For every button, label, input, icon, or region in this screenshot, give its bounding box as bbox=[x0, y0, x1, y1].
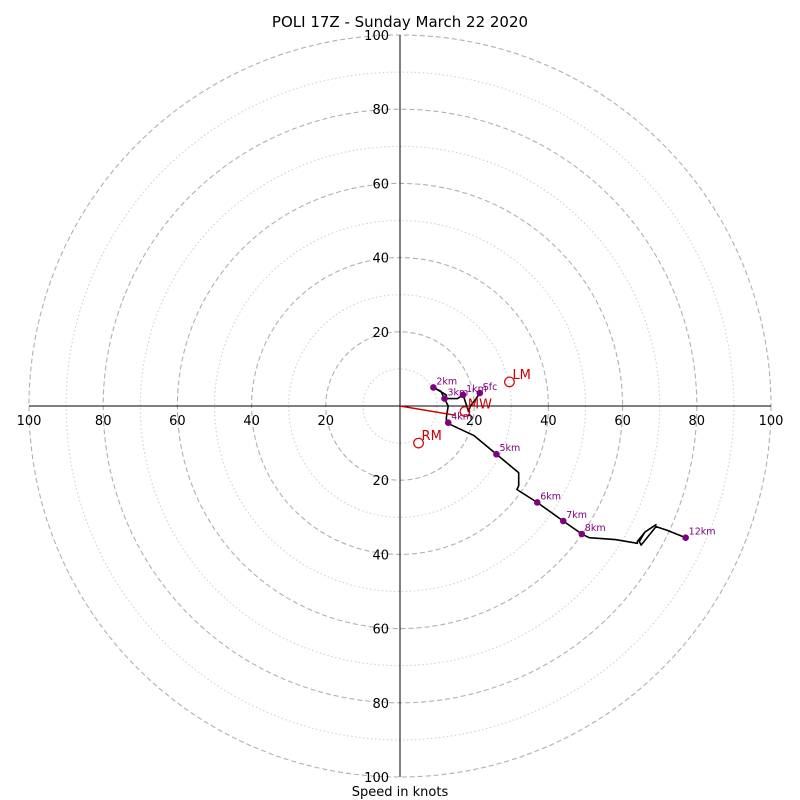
height-marker-3km: 3km bbox=[441, 388, 468, 402]
tick-labels: 100 80 60 40 20 20 40 60 80 100 100 80 60 40 20 20 40 60 8… bbox=[17, 29, 784, 786]
y-tick-label: 20 bbox=[372, 474, 389, 489]
height-marker-dot bbox=[682, 534, 689, 542]
height-marker-8km: 8km bbox=[578, 523, 606, 538]
height-marker-7km: 7km bbox=[559, 510, 587, 525]
storm-motion-circle bbox=[459, 406, 471, 417]
x-tick-label: 100 bbox=[759, 414, 784, 429]
height-marker-label: 3km bbox=[448, 388, 469, 399]
x-tick-label: 20 bbox=[318, 414, 335, 429]
height-marker-5km: 5km bbox=[493, 443, 520, 458]
x-tick-label: 40 bbox=[540, 414, 557, 429]
height-marker-dot bbox=[578, 530, 586, 538]
height-marker-dot bbox=[559, 517, 567, 525]
height-marker-dot bbox=[476, 389, 484, 397]
height-marker-2km: 2km bbox=[430, 376, 457, 391]
y-tick-label: 60 bbox=[372, 177, 389, 192]
x-tick-label: 80 bbox=[689, 414, 706, 429]
storm-motion-circle bbox=[413, 437, 424, 449]
height-marker-label: 6km bbox=[540, 491, 561, 502]
y-tick-label: 80 bbox=[372, 697, 389, 712]
storm-motion-lm: LM bbox=[504, 368, 531, 388]
storm-motion-label: RM bbox=[422, 429, 442, 444]
x-tick-label: 20 bbox=[466, 414, 483, 429]
height-marker-label: 7km bbox=[566, 510, 587, 521]
y-tick-label: 40 bbox=[372, 252, 389, 267]
chart-title: POLI 17Z - Sunday March 22 2020 bbox=[272, 13, 528, 31]
y-tick-label: 20 bbox=[372, 326, 389, 341]
height-marker-label: 1km bbox=[466, 384, 487, 395]
height-marker-dot bbox=[493, 450, 500, 458]
x-tick-label: 80 bbox=[95, 414, 112, 429]
storm-motion-mw: MW bbox=[459, 398, 492, 417]
x-tick-label: 60 bbox=[614, 414, 631, 429]
height-marker-label: Sfc bbox=[483, 382, 498, 393]
height-marker-6km: 6km bbox=[533, 491, 561, 506]
y-tick-label: 100 bbox=[364, 771, 389, 786]
storm-motion-circle bbox=[504, 376, 515, 388]
height-marker-dot bbox=[459, 391, 467, 399]
shear-vector-line bbox=[399, 405, 456, 416]
height-marker-dot bbox=[441, 395, 448, 402]
height-marker-label: 12km bbox=[689, 527, 716, 538]
height-marker-label: 5km bbox=[499, 443, 520, 454]
y-tick-label: 100 bbox=[364, 29, 389, 44]
y-tick-label: 60 bbox=[372, 623, 389, 638]
y-tick-label: 40 bbox=[372, 548, 389, 563]
height-marker-label: 8km bbox=[585, 523, 606, 534]
height-marker-label: 2km bbox=[436, 376, 457, 387]
x-tick-label: 100 bbox=[17, 414, 42, 429]
storm-motion-rm: RM bbox=[413, 429, 442, 449]
height-marker-4km: 4km bbox=[444, 412, 472, 426]
y-tick-label: 80 bbox=[372, 103, 389, 118]
storm-motion-label: LM bbox=[512, 368, 530, 383]
storm-motion-label: MW bbox=[468, 398, 492, 413]
height-marker-1km: 1km bbox=[459, 384, 487, 399]
hodograph-line bbox=[432, 386, 686, 546]
x-axis-label: Speed in knots bbox=[352, 785, 449, 800]
height-marker-label: 4km bbox=[451, 412, 472, 423]
hodograph-trace bbox=[399, 386, 686, 546]
height-marker-dot bbox=[533, 499, 541, 506]
height-marker-12km: 12km bbox=[682, 527, 716, 542]
x-tick-label: 60 bbox=[169, 414, 186, 429]
height-marker-dot bbox=[430, 384, 437, 391]
height-marker-dot bbox=[444, 419, 452, 426]
storm-motion-markers: LM MW RM bbox=[413, 368, 531, 449]
height-marker-sfc: Sfc bbox=[476, 382, 498, 397]
x-tick-label: 40 bbox=[243, 414, 260, 429]
